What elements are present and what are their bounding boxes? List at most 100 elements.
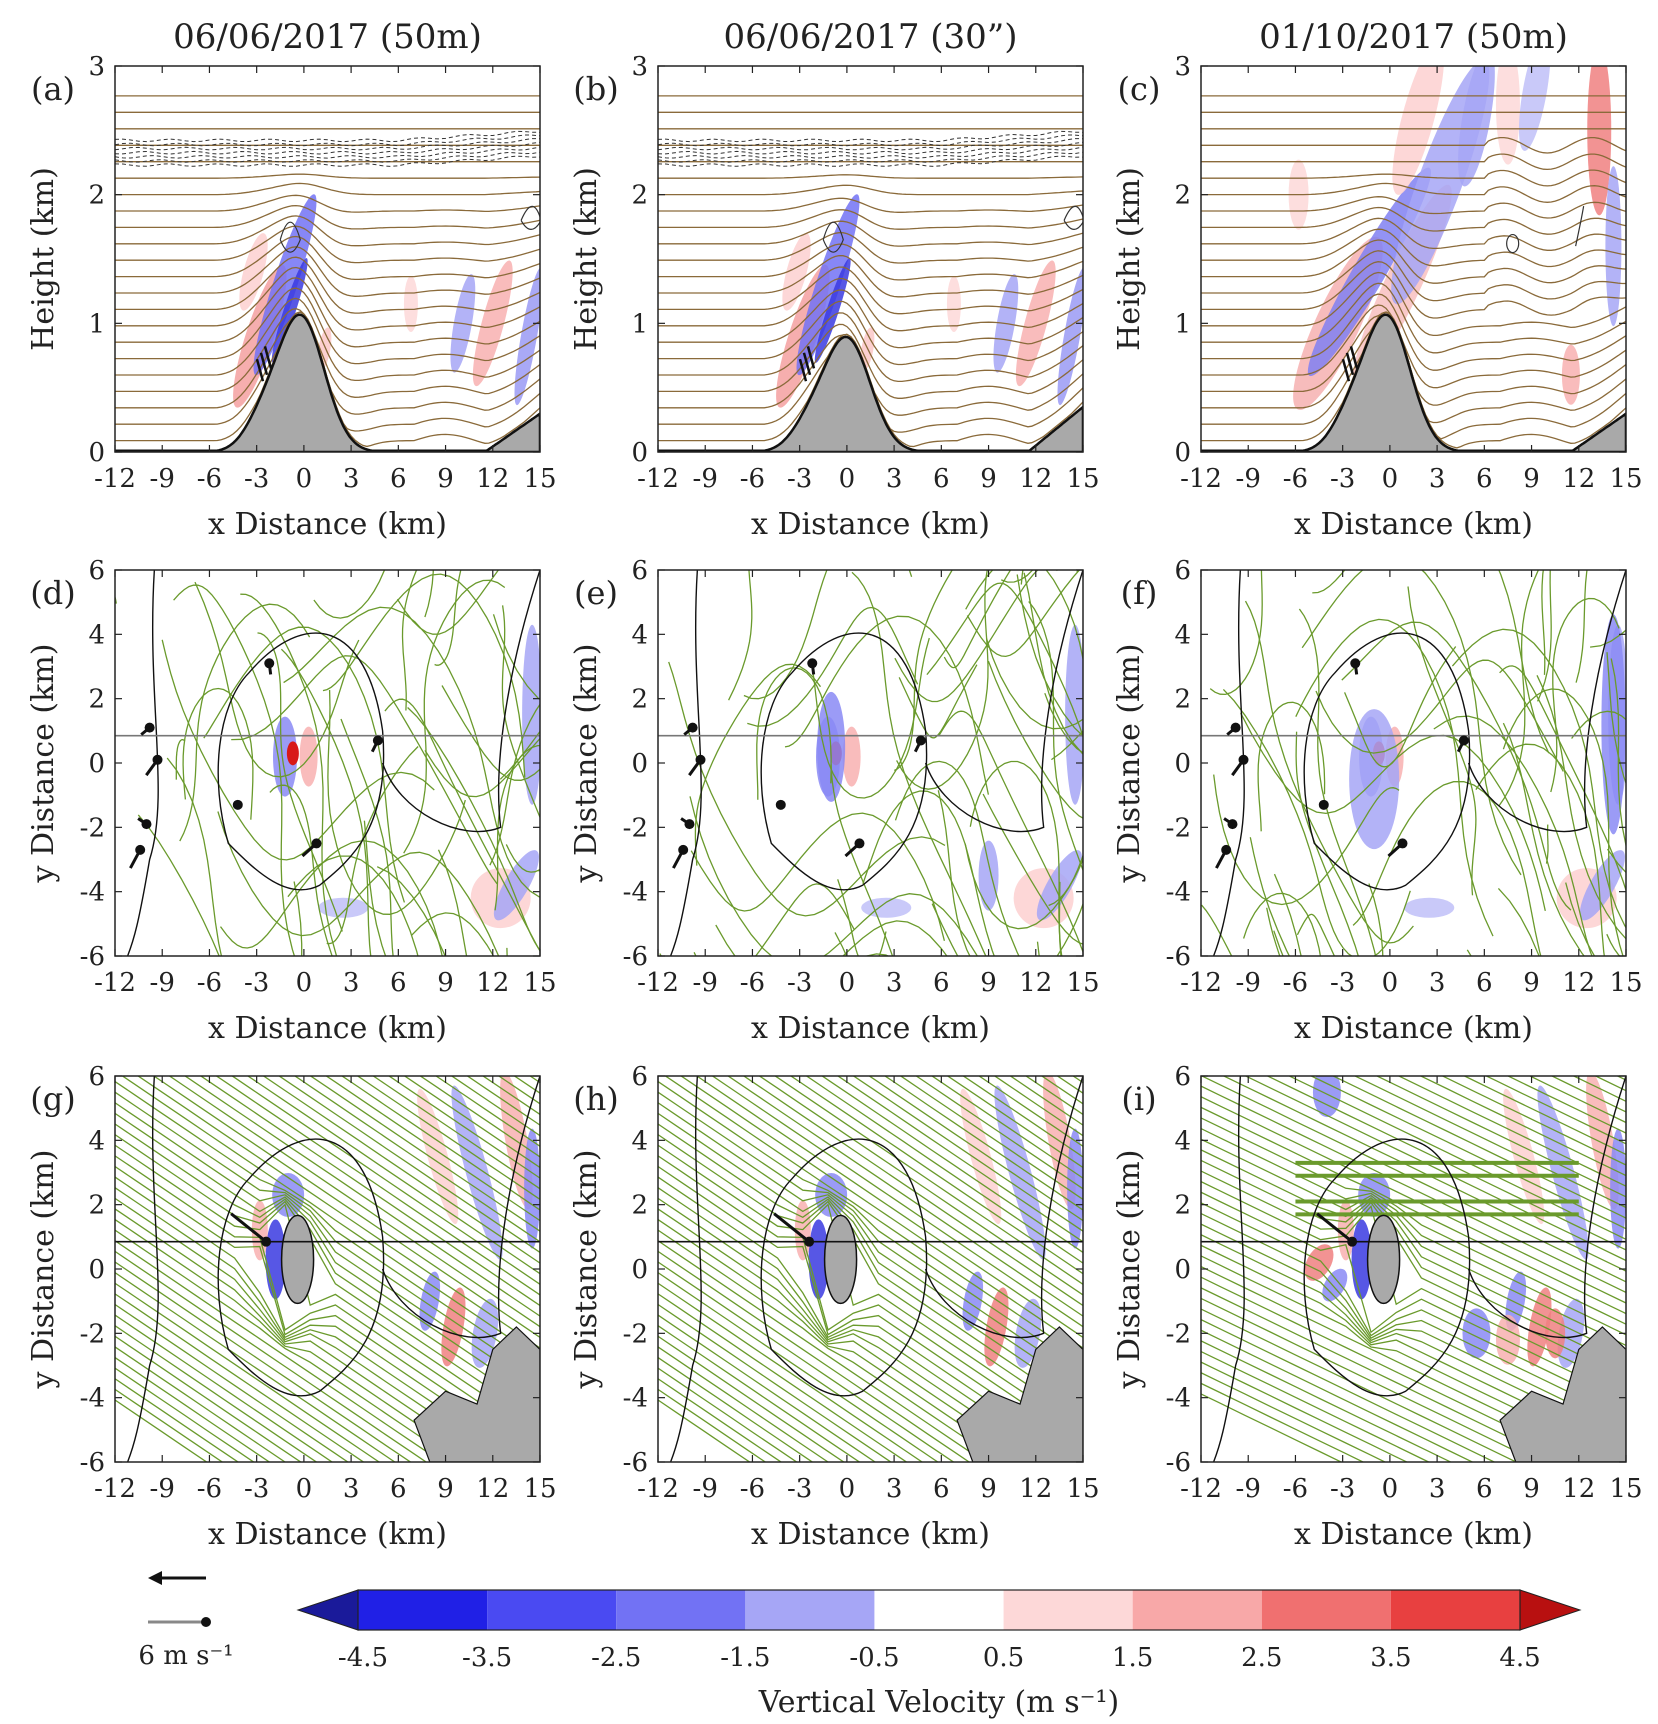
- station-marker: [1318, 799, 1329, 810]
- streamline: [152, 1076, 540, 1339]
- streamline: [115, 1399, 208, 1462]
- isentrope-line: [658, 312, 1083, 383]
- isentrope-line: [115, 308, 540, 398]
- streamline: [1201, 1318, 1496, 1462]
- streamline: [441, 685, 540, 781]
- streamline: [1201, 1138, 1626, 1347]
- streamline: [246, 1076, 540, 1275]
- y-tick-label: -4: [623, 878, 648, 908]
- streamline: [658, 1399, 751, 1462]
- x-tick-label: 6: [933, 464, 950, 494]
- streamline: [175, 738, 186, 780]
- isentrope-line: [115, 277, 540, 348]
- terrain-peak: [823, 1214, 858, 1305]
- wind-vector: [1316, 1212, 1354, 1243]
- streamline: [1201, 1127, 1626, 1336]
- x-tick-label: 6: [1476, 464, 1493, 494]
- coastline: [1212, 1076, 1245, 1462]
- streamline: [1610, 658, 1626, 849]
- x-tick-label: 12: [1019, 968, 1052, 998]
- streamline: [115, 1271, 396, 1462]
- streamline: [690, 812, 946, 941]
- x-tick-label: 12: [476, 464, 509, 494]
- streamline: [309, 1076, 540, 1232]
- streamline: [1397, 1076, 1626, 1187]
- panel-label-b: (b): [573, 70, 618, 108]
- streamline: [184, 1076, 540, 1317]
- station-marker: [144, 722, 155, 733]
- streamline: [747, 606, 919, 727]
- y-tick-label: 4: [1174, 620, 1191, 650]
- reference-vector-value: 6: [138, 1641, 163, 1671]
- x-tick-label: -6: [740, 464, 765, 494]
- plot-area: [1201, 570, 1626, 956]
- streamline: [481, 1076, 540, 1116]
- y-tick-label: 0: [88, 438, 105, 468]
- x-tick-label: 12: [476, 968, 509, 998]
- plot-area: [658, 95, 1083, 452]
- streamline: [283, 606, 540, 898]
- streamline: [466, 1076, 540, 1126]
- streamline: [658, 1250, 971, 1462]
- x-tick-label: -12: [637, 1474, 679, 1504]
- velocity-blue-light: [1537, 1085, 1589, 1260]
- streamline: [1498, 570, 1540, 807]
- streamline: [658, 1356, 814, 1462]
- column-title-2: 06/06/2017 (30”): [724, 17, 1018, 57]
- isentrope-line: [1201, 261, 1626, 319]
- x-tick-label: 6: [933, 968, 950, 998]
- streamline: [494, 744, 540, 911]
- x-tick-label: -6: [197, 1474, 222, 1504]
- isentrope-line: [115, 173, 540, 179]
- y-tick-label: 0: [631, 1255, 648, 1285]
- streamline: [313, 570, 386, 619]
- streamline: [966, 570, 1081, 658]
- streamline: [505, 844, 540, 873]
- island-outline: [217, 632, 385, 891]
- streamline: [658, 1208, 1034, 1462]
- x-tick-label: 15: [523, 1474, 556, 1504]
- streamline: [231, 655, 498, 885]
- velocity-blue-light: [978, 840, 999, 911]
- island-outline: [760, 632, 928, 891]
- streamline: [1572, 1076, 1626, 1103]
- streamline: [215, 1076, 540, 1296]
- streamline: [926, 582, 1083, 739]
- streamline: [1201, 1382, 1365, 1462]
- x-tick-label: 15: [523, 968, 556, 998]
- streamline: [711, 1076, 1083, 1328]
- x-tick-label: -6: [740, 1474, 765, 1504]
- x-tick-label: -12: [94, 1474, 136, 1504]
- velocity-blue: [1610, 1128, 1626, 1249]
- streamline: [1550, 1076, 1626, 1113]
- streamline: [1209, 570, 1263, 696]
- streamline: [199, 1076, 540, 1307]
- streamline: [115, 1314, 334, 1462]
- panel-label-d: (d): [30, 574, 75, 612]
- colorbar-tick-label: 4.5: [1499, 1643, 1540, 1673]
- isentrope-line: [1201, 239, 1626, 284]
- x-tick-label: 6: [390, 464, 407, 494]
- coastline: [669, 1076, 702, 1462]
- x-tick-label: 6: [933, 1474, 950, 1504]
- streamline: [664, 1076, 1083, 1360]
- updraft-light: [1015, 260, 1056, 387]
- streamline: [1536, 570, 1552, 702]
- streamline: [1475, 743, 1605, 956]
- streamline: [1295, 618, 1494, 937]
- x-tick-label: 12: [1019, 464, 1052, 494]
- x-tick-label: 3: [886, 464, 903, 494]
- streamline: [115, 594, 117, 604]
- isentrope-line: [115, 256, 540, 314]
- isentrope-line: [658, 254, 1083, 298]
- x-tick-label: 6: [390, 1474, 407, 1504]
- x-tick-label: -9: [693, 464, 718, 494]
- x-tick-label: 3: [1429, 968, 1446, 998]
- coastline: [924, 570, 1083, 833]
- isentrope-line: [115, 266, 540, 331]
- y-tick-label: -6: [80, 1448, 105, 1478]
- streamline: [115, 1356, 271, 1462]
- streamline: [1441, 1076, 1626, 1166]
- y-axis-label: Height (km): [1112, 167, 1147, 351]
- streamline: [1499, 665, 1626, 893]
